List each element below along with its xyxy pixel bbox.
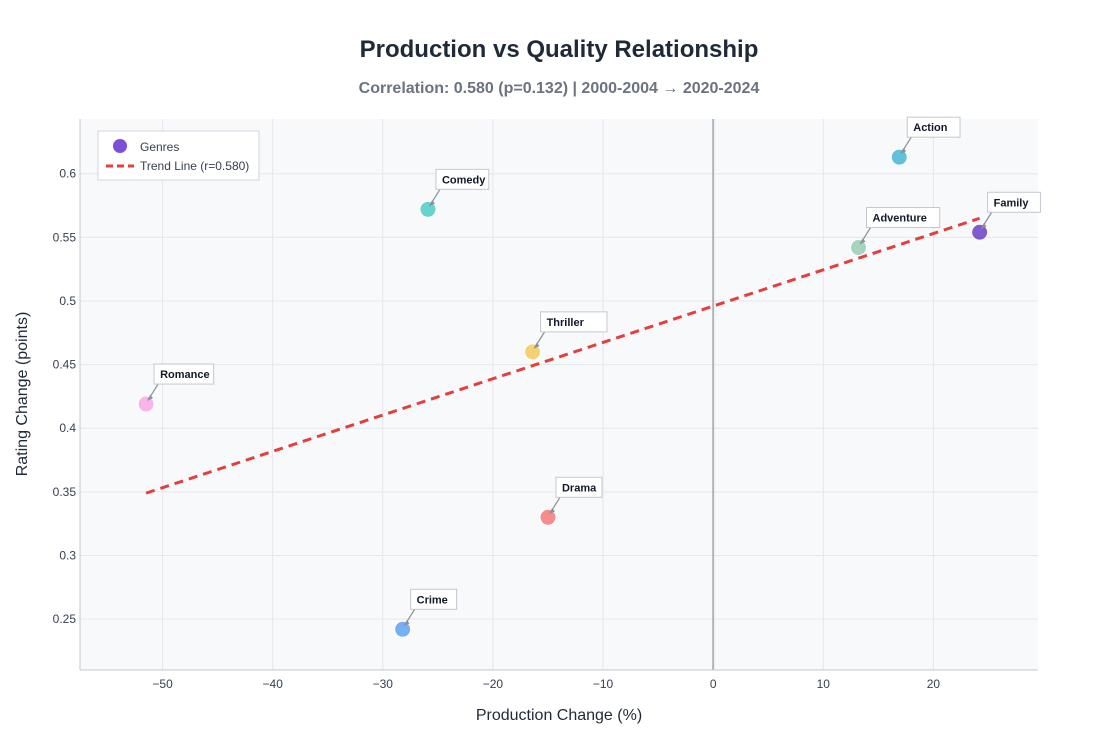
legend-box <box>97 130 260 181</box>
annotation-label: Adventure <box>873 213 927 225</box>
y-tick-label: 0.5 <box>59 294 76 308</box>
annotation-label: Crime <box>417 594 448 606</box>
point-adventure <box>850 239 868 257</box>
y-tick-labels: 0.25 0.3 0.35 0.4 0.45 0.5 0.55 0.6 <box>53 167 77 626</box>
annotation-arrowhead <box>147 395 154 402</box>
x-tick-label: 10 <box>817 677 831 691</box>
annotation-arrowhead <box>548 508 555 515</box>
point-thriller <box>524 343 542 361</box>
legend-trend-label: Trend Line (r=0.580) <box>140 159 249 173</box>
annotation-box <box>987 191 1041 213</box>
annotation-romance: Romance <box>147 363 215 402</box>
annotation-arrowhead <box>403 620 410 627</box>
y-tick-label: 0.35 <box>53 485 77 499</box>
chart-title: Production vs Quality Relationship <box>359 36 759 63</box>
annotation-label: Romance <box>160 369 210 381</box>
y-tick-label: 0.3 <box>59 548 76 562</box>
x-axis-title: Production Change (%) <box>476 707 642 724</box>
x-tick-label: −20 <box>483 677 504 691</box>
annotation-arrowhead <box>900 148 907 155</box>
annotation-thriller: Thriller <box>533 311 608 349</box>
annotation-box <box>410 588 458 610</box>
trend-line <box>145 216 981 495</box>
point-comedy <box>419 200 437 218</box>
y-tick-label: 0.45 <box>53 358 77 372</box>
annotation-label: Comedy <box>442 174 486 186</box>
annotation-box <box>435 168 490 190</box>
point-annotations: Action Comedy Family Adventure Thriller Roman… <box>147 116 1041 627</box>
y-tick-label: 0.6 <box>59 167 76 181</box>
annotation-crime: Crime <box>403 588 458 627</box>
legend-genres-marker <box>113 139 127 153</box>
annotation-box <box>866 207 941 229</box>
annotation-arrowhead <box>859 238 866 245</box>
annotation-arrowhead <box>980 223 987 230</box>
annotation-comedy: Comedy <box>428 168 490 207</box>
annotation-arrowhead <box>428 200 435 207</box>
annotation-box <box>540 311 608 333</box>
point-family <box>971 223 989 241</box>
y-axis-title: Rating Change (points) <box>14 312 31 477</box>
annotation-adventure: Adventure <box>859 207 941 245</box>
y-tick-label: 0.55 <box>53 230 77 244</box>
x-tick-label: −10 <box>593 677 614 691</box>
x-tick-labels: −50 −40 −30 −20 −10 0 10 20 <box>152 677 940 691</box>
annotation-arrowhead <box>533 342 540 349</box>
annotation-family: Family <box>980 191 1041 230</box>
point-action <box>890 148 908 166</box>
y-tick-label: 0.4 <box>59 421 76 435</box>
annotation-box <box>555 476 603 498</box>
legend: Genres Trend Line (r=0.580) <box>97 130 260 181</box>
plot-background <box>80 119 1038 670</box>
annotation-box <box>153 363 215 385</box>
y-tick-label: 0.25 <box>53 612 77 626</box>
chart-subtitle: Correlation: 0.580 (p=0.132) | 2000-2004… <box>358 80 760 97</box>
annotation-drama: Drama <box>548 476 603 515</box>
annotation-label: Family <box>994 197 1030 209</box>
data-points <box>137 148 989 638</box>
annotation-action: Action <box>900 116 961 155</box>
x-tick-label: −40 <box>263 677 284 691</box>
x-tick-label: 0 <box>710 677 717 691</box>
legend-genres-label: Genres <box>140 140 179 154</box>
annotation-box <box>906 116 961 138</box>
x-tick-label: 20 <box>927 677 941 691</box>
point-drama <box>539 508 557 526</box>
point-romance <box>137 395 155 413</box>
annotation-label: Action <box>913 122 948 134</box>
x-tick-label: −50 <box>152 677 173 691</box>
point-crime <box>394 620 412 638</box>
annotation-label: Drama <box>562 482 597 494</box>
x-tick-label: −30 <box>373 677 394 691</box>
annotation-label: Thriller <box>547 317 585 329</box>
